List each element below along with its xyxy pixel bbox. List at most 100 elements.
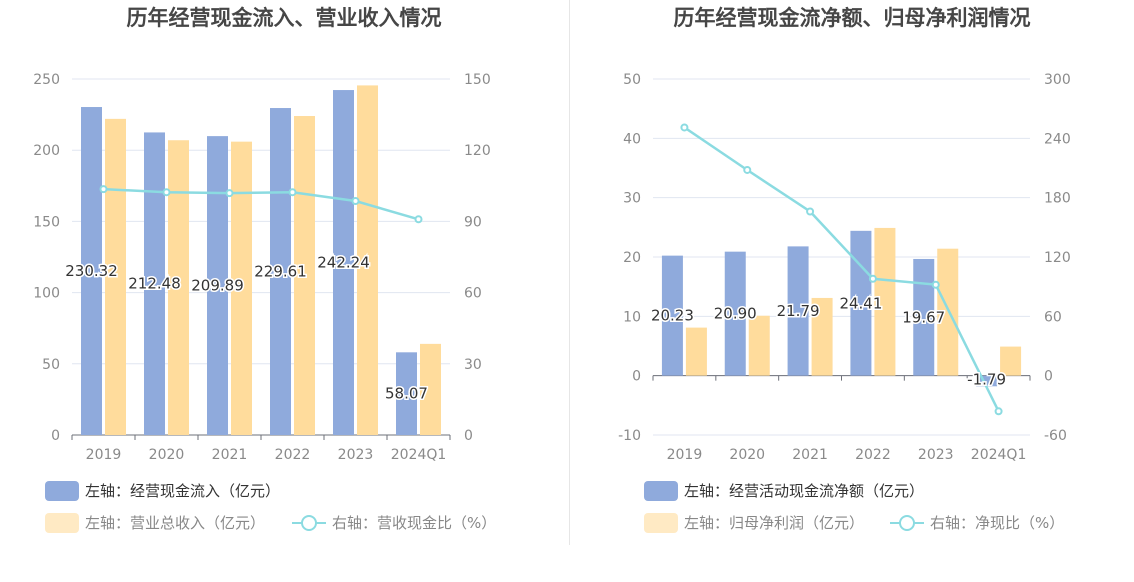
left-right-tick-label: 120	[464, 143, 491, 159]
right-legend-swatch-1	[644, 480, 678, 501]
right-bar-series1	[724, 251, 746, 376]
left-data-label: 229.61	[254, 263, 307, 281]
left-line-point	[225, 189, 234, 198]
left-legend-item-3[interactable]: 右轴：营收现金比（%）	[292, 512, 496, 533]
left-x-tick-label: 2019	[86, 447, 122, 463]
right-data-label: -1.79	[967, 371, 1006, 389]
left-left-tick-label: 0	[51, 428, 60, 444]
left-bar-series2	[168, 140, 189, 435]
right-right-tick-label: 180	[1044, 191, 1071, 207]
right-left-tick-label: 20	[623, 250, 641, 266]
right-line-point	[806, 207, 815, 216]
right-legend-label-1: 左轴：经营活动现金流净额（亿元）	[684, 482, 925, 500]
left-left-tick-label: 150	[33, 214, 60, 230]
left-legend-label-1: 左轴：经营现金流入（亿元）	[85, 482, 281, 500]
right-chart-panel: 历年经营现金流净额、归母净利润情况 -10 0 10 20 30 40 50 -60 0 60 12…	[570, 0, 1134, 582]
left-left-tick-label: 100	[33, 286, 60, 302]
left-legend-line-icon	[292, 513, 326, 533]
left-left-tick-label: 250	[33, 72, 60, 88]
left-legend-swatch-1	[45, 480, 79, 501]
right-left-tick-label: 50	[623, 72, 641, 88]
left-x-tick-label: 2024Q1	[391, 447, 447, 463]
left-x-tick-label: 2021	[212, 447, 248, 463]
right-x-tick-label: 2020	[729, 447, 765, 463]
right-left-tick-label: 30	[623, 191, 641, 207]
right-line-series	[683, 126, 1000, 412]
left-bar-series1	[144, 132, 165, 436]
left-right-tick-label: 60	[464, 286, 482, 302]
right-x-tick-label: 2022	[855, 447, 891, 463]
right-line-point	[994, 407, 1003, 416]
left-legend-item-2[interactable]: 左轴：营业总收入（亿元）	[45, 512, 265, 533]
right-line-point	[868, 274, 877, 283]
left-data-label: 242.24	[317, 254, 370, 272]
left-left-tick-label: 50	[42, 357, 60, 373]
left-bar-series1	[333, 90, 354, 436]
left-legend-item-1[interactable]: 左轴：经营现金流入（亿元）	[45, 480, 280, 501]
left-bar-series2	[231, 141, 252, 435]
left-right-tick-label: 150	[464, 72, 491, 88]
right-line-point	[931, 280, 940, 289]
left-legend-label-2: 左轴：营业总收入（亿元）	[85, 514, 266, 532]
left-line-point	[162, 188, 171, 197]
right-legend-label-2: 左轴：归母净利润（亿元）	[684, 514, 865, 532]
right-x-tick-label: 2021	[792, 447, 828, 463]
left-chart-title: 历年经营现金流入、营业收入情况	[126, 6, 442, 30]
left-data-label: 209.89	[191, 277, 244, 295]
left-chart-svg: 0 50 100 150 200 250 0 30 60 90 120 150 2019 2020 2021…	[33, 72, 491, 463]
left-bar-series2	[420, 343, 441, 435]
right-legend-item-3[interactable]: 右轴：净现比（%）	[890, 512, 1064, 533]
right-left-tick-label: -10	[618, 428, 641, 444]
right-left-tick-label: 0	[632, 369, 641, 385]
right-line-point	[743, 165, 752, 174]
left-line-point	[351, 196, 360, 205]
right-x-tick-label: 2024Q1	[971, 447, 1027, 463]
left-data-label: 230.32	[65, 262, 118, 280]
left-right-tick-label: 90	[464, 214, 482, 230]
left-left-tick-label: 200	[33, 143, 60, 159]
right-bar-series2	[1000, 346, 1022, 376]
right-x-tick-label: 2023	[918, 447, 954, 463]
right-right-tick-label: 300	[1044, 72, 1071, 88]
right-legend-item-1[interactable]: 左轴：经营活动现金流净额（亿元）	[644, 480, 924, 501]
right-legend-swatch-2	[644, 512, 678, 533]
right-right-tick-label: 120	[1044, 250, 1071, 266]
left-line-point	[99, 185, 108, 194]
left-line-series	[103, 187, 419, 221]
right-right-tick-label: 240	[1044, 131, 1071, 147]
right-bar-series1	[913, 258, 935, 376]
right-bar-series1	[976, 375, 998, 387]
right-data-label: 24.41	[839, 294, 882, 312]
left-x-tick-label: 2022	[275, 447, 311, 463]
right-right-tick-label: 0	[1044, 369, 1053, 385]
right-legend-item-2[interactable]: 左轴：归母净利润（亿元）	[644, 512, 864, 533]
left-bar-series1	[207, 136, 228, 435]
right-bar-series2	[874, 227, 896, 376]
right-legend-line-icon	[890, 513, 924, 533]
left-data-label: 212.48	[128, 275, 181, 293]
right-data-label: 19.67	[902, 308, 945, 326]
right-data-label: 20.23	[651, 307, 694, 325]
right-bar-series1	[661, 255, 683, 376]
left-chart-panel: 历年经营现金流入、营业收入情况 0 50 100 150 200 250 0 30 60 90 12…	[33, 6, 496, 533]
left-x-tick-label: 2020	[149, 447, 185, 463]
left-legend-swatch-2	[45, 512, 79, 533]
right-bar-series2	[811, 297, 833, 376]
right-bar-series1	[850, 230, 872, 376]
right-chart-title: 历年经营现金流净额、归母净利润情况	[673, 6, 1031, 30]
left-bar-series1	[396, 352, 417, 435]
left-data-label: 58.07	[385, 385, 428, 403]
left-bar-series1	[81, 107, 102, 435]
left-line-point	[414, 215, 423, 224]
right-line-point	[680, 123, 689, 132]
right-chart-svg: -10 0 10 20 30 40 50 -60 0 60 120 180 240 300 2019 2020…	[618, 72, 1071, 463]
right-data-label: 20.90	[714, 305, 757, 323]
right-bar-series2	[937, 248, 959, 376]
left-line-point	[288, 188, 297, 197]
right-bar-series2	[748, 315, 770, 376]
right-left-tick-label: 10	[623, 309, 641, 325]
left-bar-series1	[270, 108, 291, 435]
right-left-tick-label: 40	[623, 131, 641, 147]
right-right-tick-label: 60	[1044, 309, 1062, 325]
right-data-label: 21.79	[777, 302, 820, 320]
